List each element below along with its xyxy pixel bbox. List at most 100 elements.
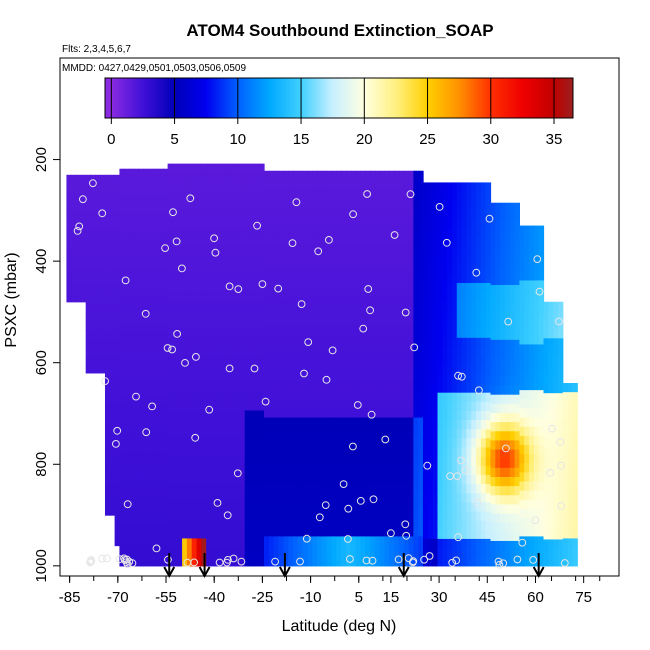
heatmap-cell	[153, 214, 159, 225]
heatmap-cell	[504, 403, 511, 414]
heatmap-cell	[230, 191, 236, 201]
heatmap-cell	[273, 335, 280, 346]
heatmap-cell	[398, 536, 405, 547]
heatmap-cell	[456, 282, 463, 293]
heatmap-cell	[519, 225, 525, 236]
heatmap-cell	[456, 328, 463, 339]
heatmap-cell	[119, 296, 125, 307]
heatmap-cell	[461, 346, 467, 357]
heatmap-cell	[355, 216, 361, 227]
heatmap-cell	[490, 321, 496, 332]
heatmap-cell	[182, 227, 188, 238]
heatmap-cell	[413, 380, 419, 391]
heatmap-cell	[172, 447, 178, 457]
heatmap-cell	[249, 355, 255, 366]
flights-annotation: Flts: 2,3,4,5,6,7	[62, 44, 131, 55]
heatmap-cell	[538, 545, 545, 556]
heatmap-cell	[124, 516, 130, 526]
heatmap-cell	[524, 472, 530, 483]
heatmap-cell	[562, 447, 569, 457]
heatmap-cell	[553, 365, 559, 376]
heatmap-cell	[268, 179, 275, 190]
heatmap-cell	[384, 225, 390, 236]
heatmap-cell	[210, 501, 217, 512]
heatmap-cell	[268, 490, 275, 501]
heatmap-cell	[268, 390, 275, 400]
heatmap-cell	[418, 207, 424, 218]
heatmap-cell	[191, 474, 198, 485]
heatmap-cell	[370, 253, 376, 263]
heatmap-cell	[480, 310, 487, 321]
heatmap-cell	[312, 234, 318, 245]
heatmap-cell	[519, 307, 525, 318]
heatmap-cell	[418, 545, 424, 556]
heatmap-cell	[336, 417, 342, 428]
heatmap-cell	[182, 300, 188, 311]
heatmap-cell	[225, 474, 231, 485]
heatmap-cell	[104, 485, 111, 496]
heatmap-cell	[254, 328, 260, 338]
heatmap-cell	[124, 415, 130, 426]
heatmap-cell	[341, 563, 347, 567]
sample-point	[103, 554, 111, 563]
heatmap-cell	[302, 545, 308, 556]
heatmap-cell	[292, 170, 299, 181]
heatmap-cell	[456, 246, 463, 257]
heatmap-cell	[264, 198, 270, 208]
heatmap-cell	[461, 246, 467, 257]
heatmap-cell	[495, 312, 501, 323]
heatmap-cell	[244, 236, 251, 247]
heatmap-cell	[365, 225, 371, 236]
heatmap-cell	[423, 557, 429, 567]
heatmap-cell	[437, 447, 443, 458]
heatmap-cell	[538, 472, 545, 483]
heatmap-cell	[355, 170, 361, 181]
sample-point	[132, 392, 140, 401]
heatmap-cell	[182, 392, 188, 402]
heatmap-cell	[379, 225, 386, 236]
heatmap-cell	[201, 456, 207, 466]
heatmap-cell	[355, 399, 361, 410]
heatmap-cell	[297, 499, 304, 510]
heatmap-cell	[557, 347, 564, 358]
heatmap-cell	[360, 298, 366, 309]
heatmap-cell	[109, 293, 116, 304]
heatmap-cell	[182, 364, 188, 375]
heatmap-cell	[355, 490, 361, 501]
heatmap-cell	[423, 182, 429, 193]
heatmap-cell	[345, 198, 352, 208]
heatmap-cell	[196, 236, 202, 247]
heatmap-cell	[143, 260, 149, 270]
heatmap-cell	[148, 360, 154, 371]
heatmap-cell	[133, 168, 140, 179]
heatmap-cell	[418, 444, 424, 455]
heatmap-cell	[321, 426, 328, 437]
heatmap-cell	[533, 417, 540, 428]
heatmap-cell	[153, 168, 159, 179]
heatmap-cell	[273, 499, 280, 510]
heatmap-cell	[288, 289, 294, 300]
sample-point	[328, 346, 337, 355]
heatmap-cell	[239, 437, 246, 448]
heatmap-cell	[129, 525, 135, 535]
heatmap-cell	[283, 563, 289, 567]
heatmap-cell	[442, 264, 448, 275]
heatmap-cell	[273, 490, 280, 501]
heatmap-cell	[196, 474, 202, 485]
heatmap-cell	[476, 557, 482, 567]
heatmap-cell	[331, 170, 337, 181]
heatmap-cell	[451, 191, 458, 202]
heatmap-cell	[162, 516, 169, 526]
heatmap-cell	[495, 467, 501, 478]
heatmap-cell	[403, 554, 410, 565]
heatmap-cell	[495, 294, 501, 304]
heatmap-cell	[307, 563, 313, 567]
heatmap-cell	[109, 476, 116, 487]
heatmap-cell	[66, 247, 72, 258]
heatmap-cell	[456, 301, 463, 311]
heatmap-cell	[394, 298, 400, 309]
heatmap-cell	[239, 209, 246, 220]
sample-point	[173, 330, 182, 338]
heatmap-cell	[71, 220, 77, 231]
sample-point	[446, 472, 455, 481]
